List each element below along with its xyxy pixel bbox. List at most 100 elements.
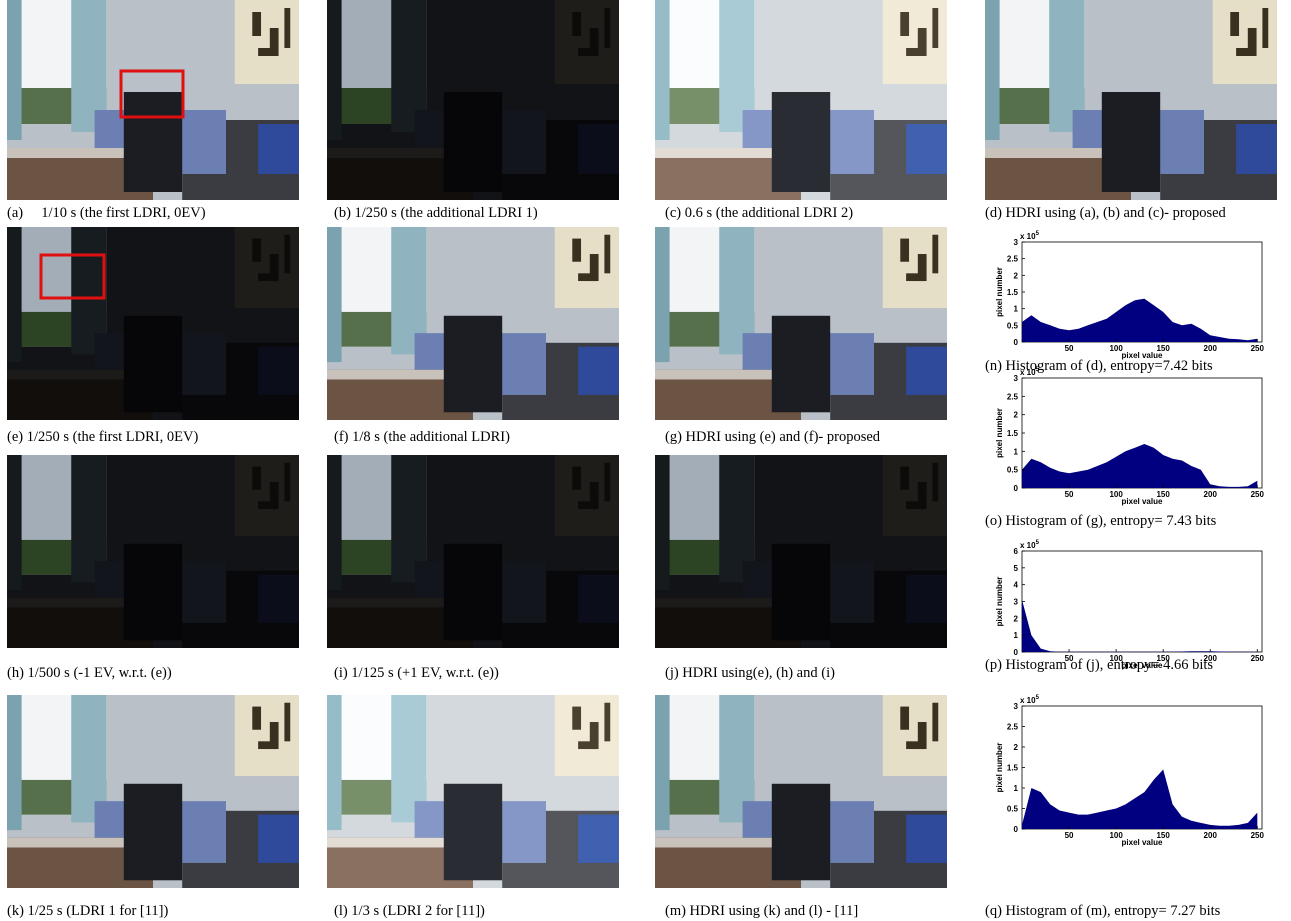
curtain	[391, 227, 427, 355]
photo	[985, 0, 1277, 200]
chair	[906, 814, 947, 869]
scale-base: x 10	[1020, 368, 1036, 377]
caption: (e) 1/250 s (the first LDRI, 0EV)	[7, 429, 198, 445]
floor	[830, 394, 947, 420]
ink	[589, 28, 599, 56]
x-tick-label: 250	[1251, 490, 1265, 499]
photo	[327, 695, 619, 888]
x-tick-label: 150	[1156, 344, 1170, 353]
scale-base: x 10	[1020, 696, 1036, 705]
ink	[578, 501, 596, 510]
chair	[1236, 124, 1277, 180]
ink	[284, 8, 291, 48]
floor	[182, 394, 299, 420]
desk-top	[327, 148, 473, 158]
computer	[123, 92, 183, 192]
curtain	[327, 0, 342, 140]
caption: (b) 1/250 s (the additional LDRI 1)	[334, 205, 538, 221]
ink	[578, 741, 596, 750]
curtain	[7, 455, 22, 591]
ink	[906, 501, 924, 510]
ink	[252, 706, 262, 730]
computer	[123, 783, 183, 881]
x-tick-label: 200	[1204, 831, 1218, 840]
y-tick-label: 2.5	[1007, 392, 1019, 401]
ink	[258, 48, 276, 56]
photo	[655, 227, 947, 420]
ink	[932, 702, 939, 742]
photo	[7, 695, 299, 888]
ink	[269, 482, 279, 510]
floor	[1160, 174, 1277, 200]
curtain	[655, 695, 670, 831]
photo	[655, 0, 947, 200]
y-tick-label: 0	[1014, 648, 1019, 657]
x-tick-label: 50	[1065, 831, 1074, 840]
y-tick-label: 0.5	[1007, 466, 1019, 475]
curtain	[7, 0, 22, 140]
x-tick-label: 50	[1065, 654, 1074, 663]
computer	[443, 315, 503, 413]
computer	[443, 543, 503, 641]
ink	[578, 273, 596, 282]
ink	[269, 28, 279, 56]
curtain	[327, 455, 342, 591]
ink	[252, 12, 262, 36]
computer	[443, 92, 503, 192]
photo	[327, 455, 619, 648]
chair	[906, 574, 947, 629]
floor	[830, 174, 947, 200]
ink	[269, 722, 279, 750]
x-tick-label: 200	[1204, 344, 1218, 353]
desk-top	[327, 597, 473, 608]
computer	[1101, 92, 1161, 192]
y-tick-label: 3	[1014, 374, 1019, 383]
caption: (l) 1/3 s (LDRI 2 for [11])	[334, 903, 485, 919]
ink	[604, 702, 611, 742]
ink	[906, 273, 924, 282]
curtain	[7, 227, 22, 363]
caption: (j) HDRI using(e), (h) and (i)	[665, 665, 835, 681]
y-tick-label: 3	[1014, 702, 1019, 711]
curtain	[327, 695, 342, 831]
desk-top	[7, 148, 153, 158]
histogram-area	[1022, 444, 1258, 488]
ink	[572, 12, 582, 36]
x-tick-label: 250	[1251, 654, 1265, 663]
ink	[917, 254, 927, 282]
x-axis-label: pixel value	[1122, 838, 1163, 847]
ink	[604, 234, 611, 274]
y-tick-label: 5	[1014, 564, 1019, 573]
y-tick-label: 3	[1014, 598, 1019, 607]
y-tick-label: 1.5	[1007, 288, 1019, 297]
photo	[655, 695, 947, 888]
plot-area	[1021, 550, 1263, 653]
floor	[182, 174, 299, 200]
y-tick-label: 2	[1014, 614, 1019, 623]
x-tick-label: 50	[1065, 344, 1074, 353]
scale-base: x 10	[1020, 232, 1036, 241]
ink	[589, 482, 599, 510]
ink	[258, 501, 276, 510]
scale-power: 5	[1036, 231, 1040, 237]
photo	[327, 227, 619, 420]
y-tick-label: 2	[1014, 743, 1019, 752]
y-tick-label: 0	[1014, 338, 1019, 347]
floor	[830, 622, 947, 648]
caption: (q) Histogram of (m), entropy= 7.27 bits	[985, 903, 1221, 919]
floor	[502, 394, 619, 420]
ink	[900, 706, 910, 730]
scale-label: x 105	[1020, 540, 1040, 550]
y-tick-label: 1.5	[1007, 764, 1019, 773]
histogram-area	[1022, 298, 1258, 342]
y-tick-label: 1	[1014, 305, 1019, 314]
ink	[572, 706, 582, 730]
photo	[7, 455, 299, 648]
y-axis-label: pixel number	[995, 743, 1004, 793]
chair	[906, 124, 947, 180]
floor	[502, 862, 619, 888]
ink	[917, 722, 927, 750]
x-tick-label: 100	[1109, 654, 1123, 663]
caption: (o) Histogram of (g), entropy= 7.43 bits	[985, 513, 1217, 529]
y-tick-label: 0.5	[1007, 321, 1019, 330]
